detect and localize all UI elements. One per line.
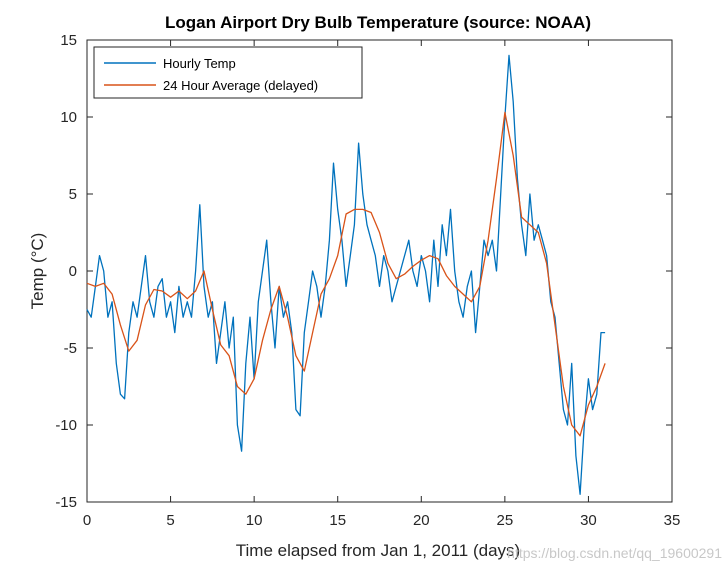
x-tick-label: 15 (329, 512, 346, 529)
x-tick-label: 10 (246, 512, 263, 529)
y-tick-label: 0 (69, 263, 77, 280)
series-layer (86, 54, 606, 495)
y-tick-label: 5 (69, 186, 77, 203)
x-tick-label: 35 (664, 512, 681, 529)
x-tick-label: 25 (497, 512, 514, 529)
y-tick-label: 15 (60, 32, 77, 49)
y-tick-label: -15 (55, 494, 77, 511)
watermark: https://blog.csdn.net/qq_19600291 (507, 545, 722, 561)
x-tick-label: 30 (580, 512, 597, 529)
legend-label: 24 Hour Average (delayed) (163, 78, 318, 93)
series-line-24h-average (86, 111, 606, 437)
legend-box (93, 46, 363, 99)
legend-label: Hourly Temp (163, 56, 236, 71)
y-tick-label: -5 (64, 340, 77, 357)
chart-title: Logan Airport Dry Bulb Temperature (sour… (165, 13, 591, 32)
x-tick-label: 5 (166, 512, 174, 529)
axes: 0 5 10 15 20 25 30 35 -15 -10 -5 0 5 10 15 (55, 32, 680, 529)
y-tick-label: -10 (55, 417, 77, 434)
x-axis-label: Time elapsed from Jan 1, 2011 (days) (236, 541, 520, 560)
legend: Hourly Temp 24 Hour Average (delayed) (93, 46, 363, 99)
y-axis-label: Temp (°C) (28, 233, 47, 310)
x-tick-label: 0 (83, 512, 91, 529)
y-tick-label: 10 (60, 109, 77, 126)
x-tick-label: 20 (413, 512, 430, 529)
